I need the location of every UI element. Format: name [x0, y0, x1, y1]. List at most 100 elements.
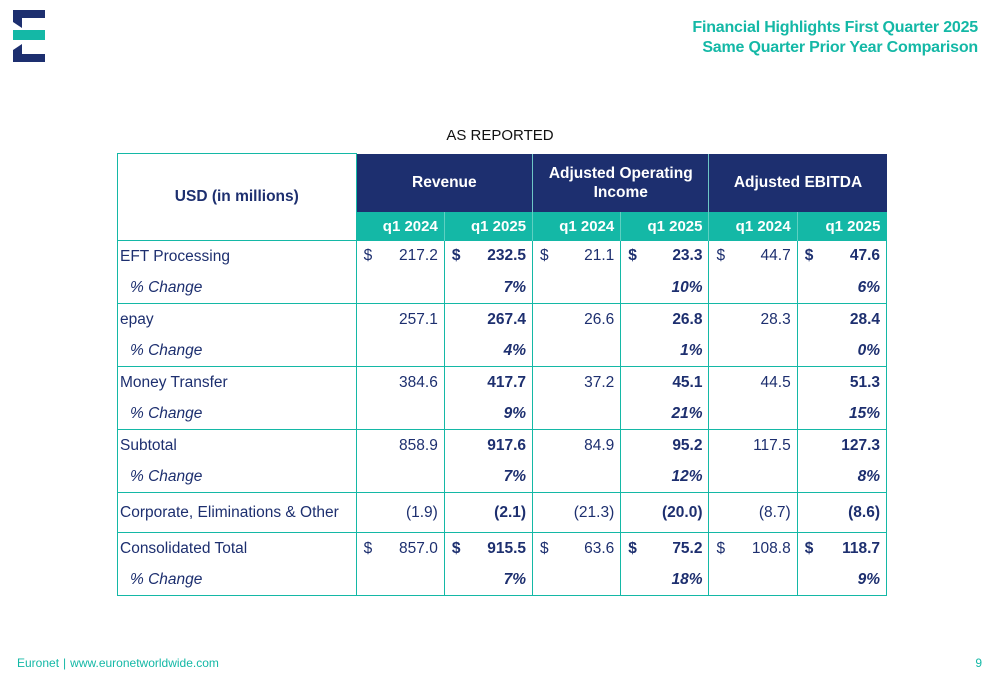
cell-value: 9%: [503, 404, 527, 422]
cell-value: 7%: [503, 278, 527, 296]
table-cell: [708, 398, 798, 430]
page-number: 9: [975, 656, 982, 670]
row-label: Consolidated Total: [117, 532, 357, 564]
table-cell: (8.7): [708, 492, 798, 533]
year-header: q1 2025: [620, 211, 709, 241]
table-cell: 6%: [796, 272, 888, 304]
table-cell: 28.3: [708, 303, 798, 335]
table-row: % Change 9% 21% 15%: [117, 398, 888, 430]
table-cell: [708, 335, 798, 367]
table-row: Corporate, Eliminations & Other (1.9) (2.1…: [117, 492, 888, 533]
table-cell: 12%: [620, 461, 709, 493]
cell-value: 118.7: [842, 539, 880, 557]
table-row: EFT Processing $217.2 $232.5 $21.1 $23.3 $44.…: [117, 240, 888, 272]
table-cell: (21.3): [532, 492, 621, 533]
table-cell: 10%: [620, 272, 709, 304]
table-cell: $118.7: [796, 532, 888, 564]
table-cell: 9%: [443, 398, 533, 430]
table-cell: (20.0): [620, 492, 709, 533]
row-label-pct-change: % Change: [117, 461, 357, 493]
cell-value: 21%: [671, 404, 703, 422]
cell-value: (1.9): [405, 503, 438, 521]
group-header-adj-ebitda: Adjusted EBITDA: [708, 153, 887, 212]
table-row: % Change 7% 10% 6%: [117, 272, 888, 304]
table-cell: $108.8: [708, 532, 798, 564]
currency-symbol: $: [363, 539, 373, 557]
table-row: % Change 4% 1% 0%: [117, 335, 888, 367]
row-label: Subtotal: [117, 429, 357, 461]
year-header: q1 2025: [796, 211, 887, 241]
table-cell: 45.1: [620, 366, 709, 398]
currency-symbol: $: [628, 247, 637, 265]
cell-value: 7%: [503, 570, 527, 588]
table-cell: 0%: [796, 335, 888, 367]
row-label-pct-change: % Change: [117, 564, 357, 596]
financial-table: USD (in millions) Revenue Adjusted Opera…: [117, 153, 888, 596]
cell-value: 257.1: [399, 310, 438, 328]
section-label: AS REPORTED: [446, 127, 554, 144]
table-cell: [532, 335, 621, 367]
cell-value: 232.5: [487, 247, 527, 265]
cell-value: (21.3): [573, 503, 615, 521]
currency-symbol: $: [451, 247, 461, 265]
cell-value: 45.1: [672, 373, 703, 391]
cell-value: 23.3: [672, 247, 703, 265]
cell-value: 47.6: [849, 247, 880, 265]
table-cell: $63.6: [532, 532, 621, 564]
cell-value: 7%: [503, 467, 527, 485]
table-cell: 28.4: [796, 303, 888, 335]
cell-value: 1%: [680, 341, 703, 359]
currency-symbol: $: [451, 539, 461, 557]
row-label: Corporate, Eliminations & Other: [117, 492, 357, 533]
table-cell: [708, 461, 798, 493]
table-row: % Change 7% 18% 9%: [117, 564, 888, 596]
cell-value: 15%: [848, 404, 880, 422]
table-cell: 18%: [620, 564, 709, 596]
table-cell: [355, 398, 445, 430]
currency-symbol: $: [628, 539, 637, 557]
group-header-adj-operating-income: Adjusted Operating Income: [532, 153, 709, 212]
cell-value: 127.3: [841, 436, 880, 454]
corner-label: USD (in millions): [117, 153, 357, 241]
footer-brand: Euronet: [17, 656, 60, 670]
cell-value: 84.9: [584, 436, 615, 454]
cell-value: 75.2: [672, 539, 703, 557]
cell-value: 21.1: [584, 247, 615, 265]
cell-value: 37.2: [584, 373, 615, 391]
euronet-e-logo-icon: [13, 10, 45, 62]
row-label: epay: [117, 303, 357, 335]
table-row: Consolidated Total $857.0 $915.5 $63.6 $75.2…: [117, 532, 888, 564]
cell-value: 10%: [671, 278, 703, 296]
table-cell: 95.2: [620, 429, 709, 461]
cell-value: 26.6: [584, 310, 615, 328]
cell-value: 26.8: [672, 310, 703, 328]
cell-value: 4%: [503, 341, 527, 359]
cell-value: 917.6: [487, 436, 527, 454]
cell-value: 28.3: [760, 310, 791, 328]
table-cell: 26.8: [620, 303, 709, 335]
cell-value: 63.6: [584, 539, 615, 557]
table-cell: [355, 461, 445, 493]
currency-symbol: $: [804, 539, 814, 557]
table-cell: [532, 564, 621, 596]
row-label-pct-change: % Change: [117, 335, 357, 367]
table-cell: $217.2: [355, 240, 445, 272]
table-cell: 267.4: [443, 303, 533, 335]
footer-website-link[interactable]: www.euronetworldwide.com: [70, 656, 219, 670]
table-cell: $915.5: [443, 532, 533, 564]
cell-value: (20.0): [661, 503, 703, 521]
cell-value: 28.4: [849, 310, 880, 328]
cell-value: 51.3: [849, 373, 880, 391]
table-cell: [532, 272, 621, 304]
currency-symbol: $: [716, 539, 726, 557]
table-row: % Change 7% 12% 8%: [117, 461, 888, 493]
footer: Euronet | www.euronetworldwide.com: [17, 656, 219, 670]
table-cell: 858.9: [355, 429, 445, 461]
year-header: q1 2024: [708, 211, 798, 241]
year-header: q1 2025: [443, 211, 533, 241]
table-cell: 7%: [443, 272, 533, 304]
currency-symbol: $: [363, 247, 373, 265]
cell-value: 915.5: [487, 539, 527, 557]
table-cell: [708, 272, 798, 304]
cell-value: 6%: [857, 278, 880, 296]
